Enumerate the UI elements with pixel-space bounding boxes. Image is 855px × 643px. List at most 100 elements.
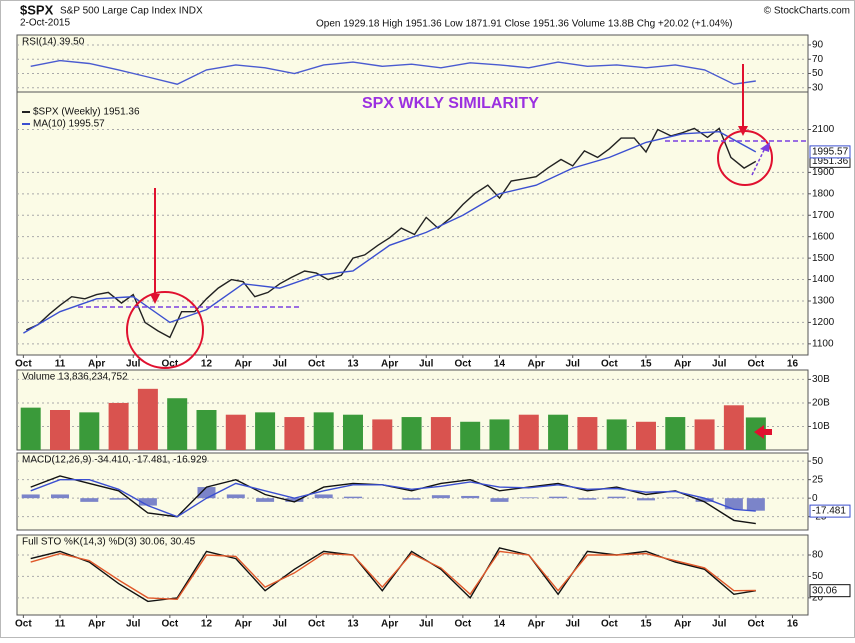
y-tick-label: 90 xyxy=(812,40,824,51)
x-tick-label: Oct xyxy=(748,619,765,630)
x-tick-label: Jul xyxy=(566,619,581,630)
bar xyxy=(460,421,481,450)
x-tick-label: Apr xyxy=(674,619,691,630)
arrowhead xyxy=(738,126,748,136)
bar xyxy=(745,417,766,450)
bar xyxy=(285,498,304,502)
bar xyxy=(49,410,70,450)
x-tick-label: 13 xyxy=(347,359,359,370)
y-tick-label: 20 xyxy=(812,592,824,603)
last-value: 30.06 xyxy=(812,585,837,596)
y-tick-label: 80 xyxy=(812,550,824,561)
quote: Open 1929.18 High 1951.36 Low 1871.91 Cl… xyxy=(316,19,732,30)
bar xyxy=(461,495,480,499)
legend-label: MA(10) 1995.57 xyxy=(33,119,105,130)
bar xyxy=(635,421,656,450)
bar xyxy=(549,496,568,499)
arrow xyxy=(754,425,772,439)
y-tick-label: 10B xyxy=(812,421,830,432)
y-tick-label: 0 xyxy=(812,493,818,504)
x-tick-label: Oct xyxy=(162,619,179,630)
x-tick-label: Apr xyxy=(527,619,544,630)
x-tick-label: 11 xyxy=(55,359,66,370)
bar xyxy=(372,419,393,450)
bar xyxy=(431,495,450,499)
bar xyxy=(548,414,569,450)
last-value-box xyxy=(809,584,851,598)
circle xyxy=(126,291,204,369)
annotation: SPX WKLY SIMILARITY xyxy=(362,95,539,112)
y-tick-label: 50 xyxy=(812,571,824,582)
bar xyxy=(225,414,246,450)
y-tick-label: 70 xyxy=(812,54,824,65)
bar xyxy=(665,417,686,450)
x-tick-label: 12 xyxy=(201,359,213,370)
y-tick-label: 1900 xyxy=(812,167,835,178)
annotations xyxy=(78,64,808,439)
y-tick-label: 1200 xyxy=(812,317,835,328)
last-value: 1995.57 xyxy=(812,147,849,158)
bar xyxy=(695,498,714,502)
legend-label: $SPX (Weekly) 1951.36 xyxy=(33,107,140,118)
line xyxy=(23,130,757,334)
y-tick-label: 30 xyxy=(812,82,824,93)
y-tick-label: 1500 xyxy=(812,253,835,264)
date: 2-Oct-2015 xyxy=(20,18,70,29)
x-tick-label: Jul xyxy=(419,359,434,370)
bar xyxy=(138,498,157,506)
y-tick-label: 1400 xyxy=(812,274,835,285)
last-value-box xyxy=(809,504,851,518)
bar xyxy=(724,498,743,510)
x-tick-label: Jul xyxy=(712,619,727,630)
y-tick-label: 2100 xyxy=(812,124,835,135)
bar xyxy=(79,412,100,450)
index-name: S&P 500 Large Cap Index INDX xyxy=(60,6,203,17)
panel xyxy=(16,91,809,356)
bar xyxy=(108,402,129,450)
x-tick-label: 11 xyxy=(55,619,66,630)
x-tick-label: Oct xyxy=(601,619,618,630)
bar xyxy=(284,417,305,450)
bar xyxy=(342,414,363,450)
x-tick-label: Oct xyxy=(601,359,618,370)
x-tick-label: Jul xyxy=(273,359,288,370)
panel-title: RSI(14) 39.50 xyxy=(22,37,85,48)
bar xyxy=(20,407,41,450)
x-tick-label: 15 xyxy=(640,359,652,370)
bar xyxy=(746,498,765,511)
x-tick-label: Apr xyxy=(88,619,105,630)
bar xyxy=(606,419,627,450)
x-tick-label: 12 xyxy=(201,619,213,630)
x-tick-label: Oct xyxy=(15,619,32,630)
x-tick-label: 16 xyxy=(787,359,799,370)
bar xyxy=(636,498,655,501)
x-tick-label: Apr xyxy=(674,359,691,370)
bar xyxy=(666,497,685,499)
x-tick-label: Jul xyxy=(419,619,434,630)
line xyxy=(30,550,756,601)
arrowhead xyxy=(760,142,770,152)
y-tick-label: 1100 xyxy=(812,338,834,349)
x-tick-label: Oct xyxy=(455,619,472,630)
x-tick-label: Apr xyxy=(88,359,105,370)
x-tick-label: Jul xyxy=(566,359,581,370)
x-tick-label: Oct xyxy=(15,359,32,370)
bar xyxy=(255,412,276,450)
y-tick-label: 50 xyxy=(812,68,824,79)
bar xyxy=(607,496,626,499)
line xyxy=(30,475,756,525)
line xyxy=(30,479,756,518)
y-tick-label: 50 xyxy=(812,456,824,467)
y-tick-label: 25 xyxy=(812,474,824,485)
bar xyxy=(577,417,598,450)
panel-title: MACD(12,26,9) -34.410, -17.481, -16.929 xyxy=(22,455,208,466)
bar xyxy=(50,494,69,499)
x-tick-label: 13 xyxy=(347,619,359,630)
x-tick-label: Jul xyxy=(126,359,141,370)
panel xyxy=(16,34,809,93)
line xyxy=(26,127,757,339)
bar xyxy=(490,498,509,502)
x-tick-label: Jul xyxy=(126,619,141,630)
x-tick-label: Apr xyxy=(381,359,398,370)
